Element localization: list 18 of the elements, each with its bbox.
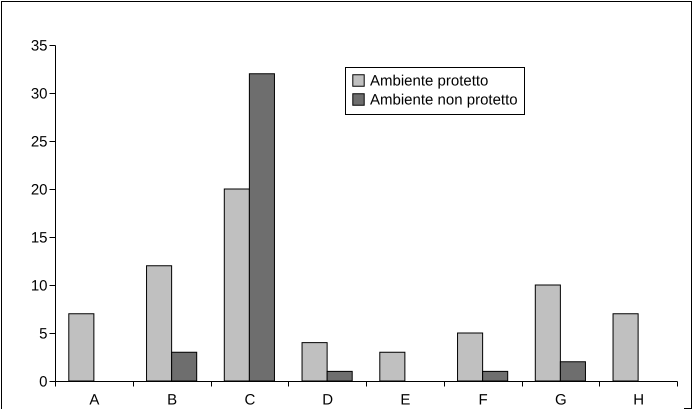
y-tick-label: 25	[30, 134, 48, 150]
x-tick-label: F	[478, 392, 488, 408]
y-tick-label: 5	[39, 326, 48, 342]
y-tick-label: 30	[30, 86, 48, 102]
y-tick-label: 15	[30, 230, 48, 246]
x-tick-label: A	[89, 392, 100, 408]
legend-label: Ambiente non protetto	[370, 92, 518, 108]
y-tick-label: 10	[30, 278, 48, 294]
y-tick-label: 35	[30, 38, 48, 54]
x-tick-label: E	[400, 392, 410, 408]
x-tick-label: G	[555, 392, 567, 408]
x-tick-label: C	[244, 392, 256, 408]
legend-label: Ambiente protetto	[370, 72, 488, 90]
y-tick-label: 20	[30, 182, 48, 198]
x-tick-label: B	[167, 392, 178, 408]
y-tick-label: 0	[39, 374, 48, 390]
x-tick-label: H	[633, 392, 644, 408]
x-tick-label: D	[322, 392, 334, 408]
